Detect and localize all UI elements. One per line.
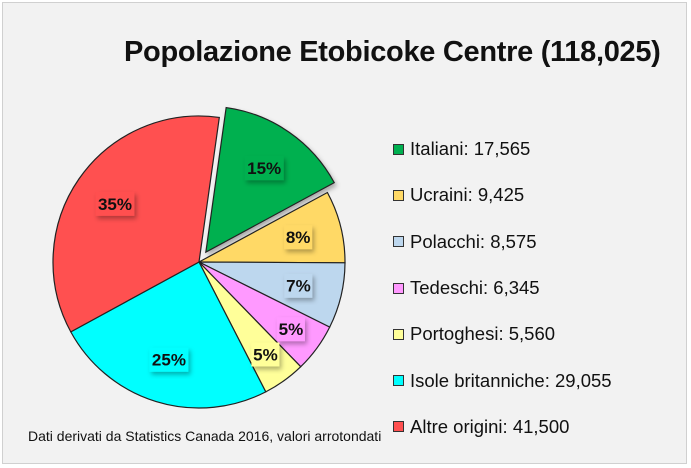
source-note: Dati derivati da Statistics Canada 2016,…: [28, 428, 382, 444]
data-label: 8%: [284, 225, 313, 250]
data-label-text: 5%: [279, 320, 304, 339]
legend-label: Portoghesi: 5,560: [410, 323, 556, 345]
data-label-box: [149, 347, 189, 372]
legend-item: Tedeschi: 6,345: [393, 265, 612, 311]
legend-swatch: [393, 375, 404, 387]
chart-title: Popolazione Etobicoke Centre (118,025): [124, 36, 661, 68]
legend-label: Isole britanniche: 29,055: [410, 369, 612, 391]
pie-slice-altre-origini: [52, 115, 220, 333]
data-label: 5%: [251, 342, 280, 367]
data-label-box: [244, 156, 284, 181]
data-label-text: 15%: [247, 159, 281, 178]
chart-legend: Italiani: 17,565 Ucraini: 9,425 Polacchi: …: [393, 126, 612, 450]
data-label-box: [284, 225, 313, 250]
data-label: 15%: [244, 156, 284, 181]
legend-swatch: [393, 328, 404, 340]
legend-label: Tedeschi: 6,345: [410, 277, 540, 299]
legend-item: Ucraini: 9,425: [393, 172, 612, 218]
data-label-text: 7%: [286, 277, 311, 296]
legend-item: Altre origini: 41,500: [393, 404, 612, 450]
legend-item: Portoghesi: 5,560: [393, 311, 612, 357]
data-label-box: [251, 342, 280, 367]
data-label: 25%: [149, 347, 189, 372]
legend-swatch: [393, 236, 404, 248]
data-label-box: [95, 191, 135, 216]
legend-swatch: [393, 282, 404, 294]
data-label-box: [284, 273, 313, 298]
data-label: 5%: [276, 317, 305, 342]
legend-swatch: [393, 189, 404, 201]
data-label-text: 8%: [286, 228, 311, 247]
legend-item: Polacchi: 8,575: [393, 219, 612, 265]
data-label-text: 25%: [152, 351, 186, 370]
legend-label: Ucraini: 9,425: [410, 184, 525, 206]
data-label: 7%: [284, 273, 313, 298]
legend-item: Isole britanniche: 29,055: [393, 357, 612, 403]
legend-swatch: [393, 143, 404, 155]
data-label-box: [276, 317, 305, 342]
legend-label: Polacchi: 8,575: [410, 230, 537, 252]
legend-label: Italiani: 17,565: [410, 138, 531, 160]
legend-swatch: [393, 421, 404, 433]
data-label-text: 5%: [253, 345, 278, 364]
pie-slice-isole-britanniche: [69, 261, 267, 409]
legend-label: Altre origini: 41,500: [410, 415, 570, 437]
data-label-text: 35%: [98, 195, 132, 214]
legend-item: Italiani: 17,565: [393, 126, 612, 172]
data-label: 35%: [95, 191, 135, 216]
